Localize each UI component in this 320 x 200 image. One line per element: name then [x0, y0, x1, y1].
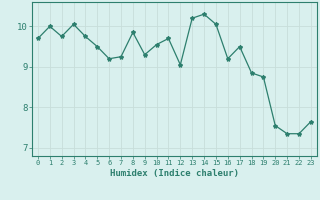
X-axis label: Humidex (Indice chaleur): Humidex (Indice chaleur)	[110, 169, 239, 178]
